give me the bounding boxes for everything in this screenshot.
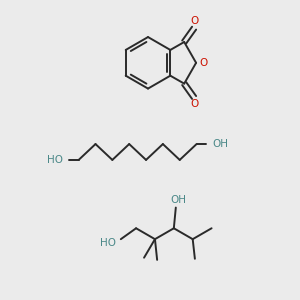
Text: OH: OH <box>212 139 228 149</box>
Text: OH: OH <box>171 195 187 205</box>
Text: O: O <box>199 58 207 68</box>
Text: HO: HO <box>47 155 63 165</box>
Text: O: O <box>190 16 198 26</box>
Text: HO: HO <box>100 238 116 248</box>
Text: O: O <box>190 99 198 110</box>
